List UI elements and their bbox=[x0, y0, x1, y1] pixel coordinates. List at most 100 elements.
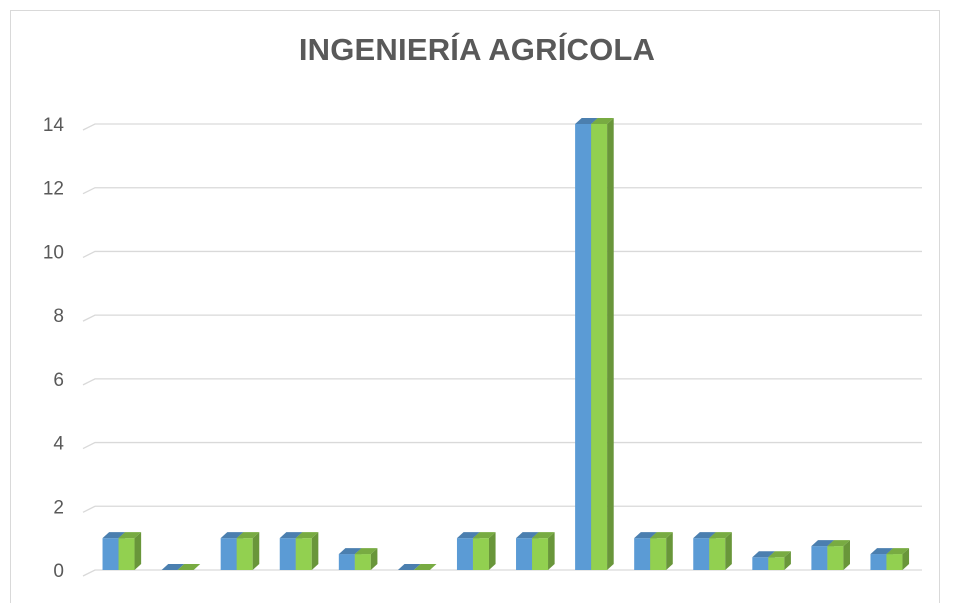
bar-front bbox=[650, 538, 667, 570]
y-tick-label: 4 bbox=[53, 434, 64, 455]
gridline bbox=[82, 505, 922, 513]
bar-top bbox=[532, 532, 555, 539]
bar bbox=[650, 532, 673, 570]
bar-top bbox=[516, 532, 539, 539]
bar bbox=[413, 564, 437, 570]
bar bbox=[177, 564, 201, 570]
bar-front bbox=[472, 538, 489, 570]
bar-front bbox=[338, 554, 355, 570]
bar-top bbox=[827, 540, 850, 547]
bar bbox=[827, 540, 850, 570]
y-tick-label: 8 bbox=[53, 306, 64, 327]
gridline bbox=[82, 569, 922, 577]
y-tick-label: 10 bbox=[43, 242, 64, 263]
y-axis-ticks: 0 2 4 6 8 10 12 14 bbox=[43, 115, 65, 582]
y-tick-label: 2 bbox=[53, 497, 64, 518]
chart-title: INGENIERÍA AGRÍCOLA bbox=[298, 32, 656, 67]
bars bbox=[102, 118, 910, 570]
bar-front bbox=[516, 538, 533, 570]
bar-top bbox=[177, 564, 201, 570]
bar-front bbox=[886, 554, 903, 570]
bar-side bbox=[311, 532, 319, 570]
bar-front bbox=[768, 557, 785, 570]
gridline bbox=[82, 441, 922, 450]
bar-front bbox=[752, 557, 769, 570]
bar bbox=[886, 548, 910, 570]
bar-front bbox=[456, 538, 473, 570]
bar-side bbox=[370, 548, 378, 570]
bar-front bbox=[102, 538, 119, 570]
bar-side bbox=[252, 532, 260, 570]
bar-top bbox=[709, 532, 732, 539]
chart-frame bbox=[10, 10, 940, 603]
bar-side bbox=[488, 532, 496, 570]
bar-top bbox=[591, 118, 614, 124]
bar-side bbox=[666, 532, 673, 570]
bar-front bbox=[279, 538, 296, 570]
bar-side bbox=[134, 532, 142, 570]
bar-top bbox=[870, 548, 894, 555]
bar-side bbox=[902, 548, 910, 570]
bar bbox=[354, 548, 378, 570]
bar-front bbox=[532, 538, 549, 570]
bar bbox=[118, 532, 142, 570]
bar-side bbox=[548, 532, 555, 570]
gridline bbox=[82, 314, 922, 322]
bar bbox=[709, 532, 732, 570]
bar-top bbox=[118, 532, 142, 539]
gridline bbox=[82, 250, 922, 259]
y-tick-label: 6 bbox=[53, 370, 64, 391]
gridline bbox=[82, 123, 922, 131]
y-tick-label: 14 bbox=[43, 115, 65, 136]
bar-top bbox=[752, 551, 775, 558]
bar-front bbox=[236, 538, 253, 570]
bar-front bbox=[354, 554, 371, 570]
bar-front bbox=[709, 538, 726, 570]
gridline bbox=[82, 187, 922, 195]
bar-front bbox=[693, 538, 710, 570]
bar bbox=[295, 532, 319, 570]
bar-top bbox=[397, 564, 421, 570]
bar-front bbox=[220, 538, 237, 570]
bar-front bbox=[591, 124, 608, 570]
bar-front bbox=[634, 538, 651, 570]
bar-side bbox=[607, 118, 614, 570]
bar-top bbox=[650, 532, 673, 539]
bar-top bbox=[472, 532, 496, 539]
bar bbox=[768, 551, 791, 570]
bar-top bbox=[354, 548, 378, 555]
bar bbox=[161, 564, 185, 570]
bar-top bbox=[220, 532, 244, 539]
bar-top bbox=[811, 540, 834, 547]
gridline bbox=[82, 378, 922, 386]
bar-top bbox=[295, 532, 319, 539]
bar bbox=[591, 118, 614, 570]
bar bbox=[236, 532, 260, 570]
bar-top bbox=[338, 548, 362, 555]
bar-front bbox=[827, 546, 844, 570]
bar-top bbox=[236, 532, 260, 539]
bar-top bbox=[575, 118, 598, 124]
bar bbox=[532, 532, 555, 570]
bar-top bbox=[768, 551, 791, 558]
bar-top bbox=[102, 532, 126, 539]
bar-top bbox=[456, 532, 480, 539]
bar-front bbox=[575, 124, 592, 570]
bar-top bbox=[634, 532, 657, 539]
bar-side bbox=[784, 551, 791, 570]
bar-side bbox=[843, 540, 850, 570]
bar-front bbox=[870, 554, 887, 570]
bar bbox=[397, 564, 421, 570]
gridlines bbox=[82, 123, 922, 577]
bar-front bbox=[811, 546, 828, 570]
bar-side bbox=[725, 532, 732, 570]
bar-front bbox=[295, 538, 312, 570]
bar-top bbox=[279, 532, 303, 539]
bar-top bbox=[886, 548, 910, 555]
bar-top bbox=[413, 564, 437, 570]
y-tick-label: 0 bbox=[53, 561, 64, 582]
y-tick-label: 12 bbox=[43, 179, 64, 200]
bar-top bbox=[693, 532, 716, 539]
bar-top bbox=[161, 564, 185, 570]
